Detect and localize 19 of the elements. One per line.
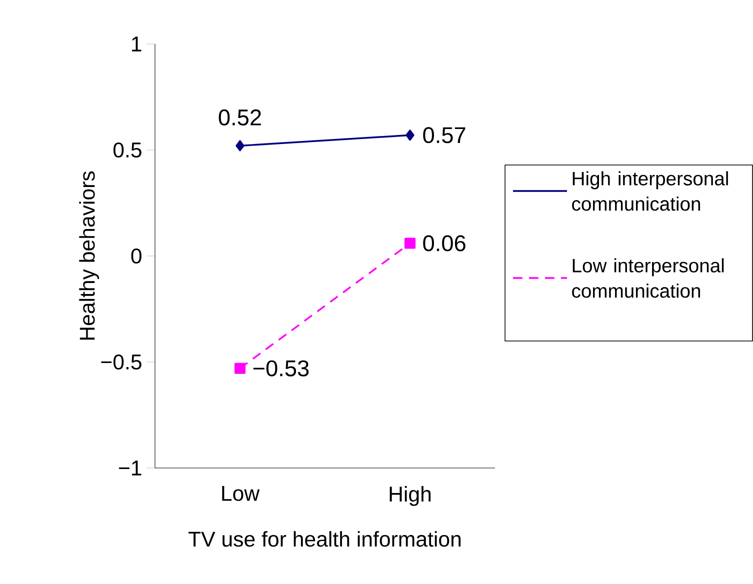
x-tick-label: High — [390, 486, 431, 506]
point — [236, 140, 244, 152]
x-tick-label: Low — [222, 486, 260, 501]
y-tick-label: 0 — [131, 248, 142, 264]
y-tick-label: 0.5 — [113, 142, 142, 158]
x-axis-title: TV use for health information — [188, 531, 461, 547]
y-tick-label: 1 — [132, 36, 142, 52]
data-label: 0.06 — [423, 235, 466, 252]
y-tick-label: −1 — [119, 460, 142, 476]
data-label: 0.57 — [423, 127, 466, 144]
legend-label: High interpersonal communication — [572, 171, 728, 211]
y-tick-label: −0.5 — [101, 354, 142, 370]
data-label: −0.53 — [253, 360, 309, 376]
point — [404, 238, 416, 249]
y-axis-title: Healthy behaviors — [79, 171, 100, 340]
data-label: 0.52 — [218, 109, 261, 126]
point — [234, 362, 246, 374]
point — [406, 130, 414, 141]
legend-label: Low interpersonal communication — [572, 258, 724, 298]
